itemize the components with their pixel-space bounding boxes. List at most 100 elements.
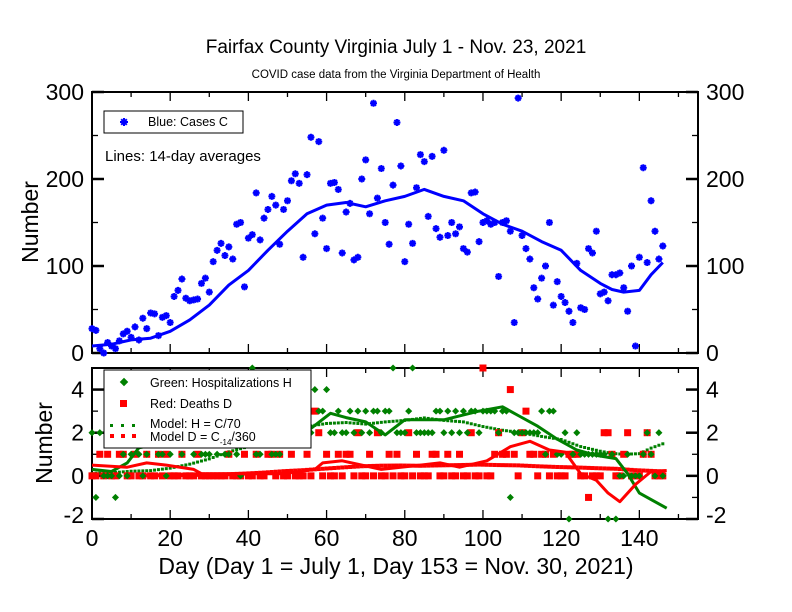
death-point — [346, 450, 354, 458]
model-d-point — [195, 472, 200, 477]
legend-label-model-d: Model D = C-14/360 — [150, 430, 256, 447]
hospitalization-point — [526, 429, 534, 437]
death-point — [381, 472, 389, 480]
case-point — [604, 297, 612, 305]
case-point — [295, 179, 303, 187]
death-point — [467, 429, 475, 437]
case-point — [88, 325, 96, 333]
hospitalization-point — [389, 364, 397, 372]
case-point — [545, 219, 553, 226]
case-point — [432, 225, 440, 233]
case-point — [240, 283, 248, 291]
hospitalization-point — [424, 429, 432, 437]
top-legend: Blue: Cases C — [103, 110, 244, 134]
death-point — [205, 472, 213, 480]
model-d-point — [500, 463, 505, 468]
case-point — [264, 205, 272, 213]
case-point — [303, 171, 311, 179]
y-tick-label-right: 4 — [706, 377, 719, 403]
annotation-averages: Lines: 14-day averages — [105, 148, 261, 165]
model-d-point — [316, 467, 321, 472]
hospitalization-point — [647, 450, 655, 458]
hospitalization-point — [569, 450, 577, 458]
case-point — [311, 230, 319, 238]
death-point — [190, 472, 198, 480]
case-point — [330, 178, 338, 186]
case-point — [577, 304, 585, 312]
model-d-point — [625, 467, 630, 472]
model-d-point — [293, 468, 298, 473]
death-point — [393, 450, 401, 458]
case-point — [201, 274, 209, 282]
hospitalization-point — [444, 407, 452, 415]
death-point — [452, 472, 460, 480]
case-point — [389, 181, 397, 189]
model-d-point — [508, 463, 513, 468]
hospitalization-point — [115, 472, 123, 480]
model-h-point — [477, 424, 481, 428]
case-point — [561, 299, 569, 307]
model-d-point — [559, 465, 564, 470]
case-point — [659, 242, 667, 250]
hospitalization-point — [358, 429, 366, 437]
death-point — [612, 472, 620, 480]
death-point — [233, 472, 241, 480]
hospitalization-point — [225, 450, 233, 458]
case-point — [467, 189, 475, 197]
case-point — [549, 301, 557, 309]
death-point — [326, 472, 334, 480]
hospitalization-point — [123, 472, 131, 480]
case-point — [100, 349, 108, 357]
death-point — [221, 472, 229, 480]
model-h-point — [489, 426, 493, 430]
model-h-point — [98, 471, 102, 475]
y-tick-label-left: -2 — [64, 502, 84, 528]
hospitalization-point — [393, 429, 401, 437]
case-point — [299, 253, 307, 261]
model-d-point — [391, 463, 396, 468]
model-h-point — [575, 443, 579, 447]
model-h-point — [446, 419, 450, 423]
model-h-point — [207, 457, 211, 461]
model-d-point — [328, 466, 333, 471]
model-h-point — [630, 452, 634, 456]
model-h-point — [481, 425, 485, 429]
death-point — [604, 429, 612, 437]
case-point — [510, 319, 518, 327]
death-point — [330, 472, 338, 480]
model-h-point — [340, 421, 344, 425]
death-point — [291, 472, 299, 480]
case-point — [557, 292, 565, 300]
model-d-point — [582, 465, 587, 470]
legend-marker-hosp — [119, 377, 129, 387]
model-h-point — [336, 421, 340, 425]
case-point — [471, 188, 479, 196]
model-d-point — [480, 462, 485, 467]
model-h-point — [153, 468, 157, 472]
death-point — [283, 472, 291, 480]
case-point — [452, 230, 460, 238]
case-point — [123, 327, 131, 335]
case-point — [143, 325, 151, 333]
case-point — [538, 274, 546, 282]
case-point — [487, 220, 495, 228]
model-h-point — [383, 420, 387, 424]
model-d-point — [598, 466, 603, 471]
hospitalization-point — [197, 450, 206, 458]
hospitalization-point — [428, 429, 436, 437]
model-d-point — [496, 463, 501, 468]
hospitalization-point — [655, 429, 663, 437]
model-h-point — [563, 439, 567, 443]
hospitalization-point — [166, 450, 174, 458]
hospitalization-point — [432, 407, 440, 415]
case-point — [166, 319, 174, 327]
hospitalization-point — [111, 493, 119, 501]
hospitalization-point — [549, 407, 557, 415]
hospitalization-point — [616, 472, 624, 480]
model-h-point — [164, 467, 168, 471]
model-h-point — [168, 466, 172, 470]
model-h-point — [583, 446, 587, 450]
model-d-point — [566, 465, 571, 470]
case-point — [585, 245, 593, 253]
death-point — [413, 450, 421, 458]
